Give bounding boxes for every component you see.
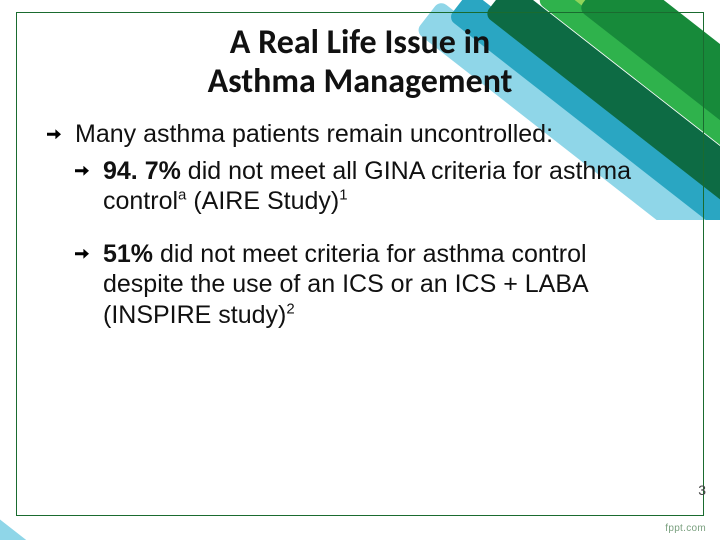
bullet-between: (AIRE Study): [186, 187, 339, 215]
bullet-emphasis: 94. 7%: [103, 157, 181, 185]
bullet-level2-1: 51% did not meet criteria for asthma con…: [47, 239, 673, 331]
title-line-1: A Real Life Issue in: [230, 22, 490, 63]
bullet-sup-2: 2: [286, 300, 294, 317]
bullet-level1-0: Many asthma patients remain uncontrolled…: [47, 119, 673, 150]
bullet-rest: did not meet criteria for asthma control…: [103, 240, 587, 329]
bullet-text: Many asthma patients remain uncontrolled…: [75, 120, 553, 148]
bullet-emphasis: 51%: [103, 240, 153, 268]
slide-body: Many asthma patients remain uncontrolled…: [47, 119, 673, 330]
bullet-level2-0: 94. 7% did not meet all GINA criteria fo…: [47, 156, 673, 217]
slide: A Real Life Issue in Asthma Management M…: [0, 0, 720, 540]
title-line-2: Asthma Management: [208, 61, 513, 102]
bullet-sup-1: 1: [339, 187, 347, 204]
footer-link: fppt.com: [665, 523, 706, 534]
page-number: 3: [698, 482, 706, 498]
content-frame: A Real Life Issue in Asthma Management M…: [16, 12, 704, 516]
slide-title: A Real Life Issue in Asthma Management: [47, 23, 673, 101]
